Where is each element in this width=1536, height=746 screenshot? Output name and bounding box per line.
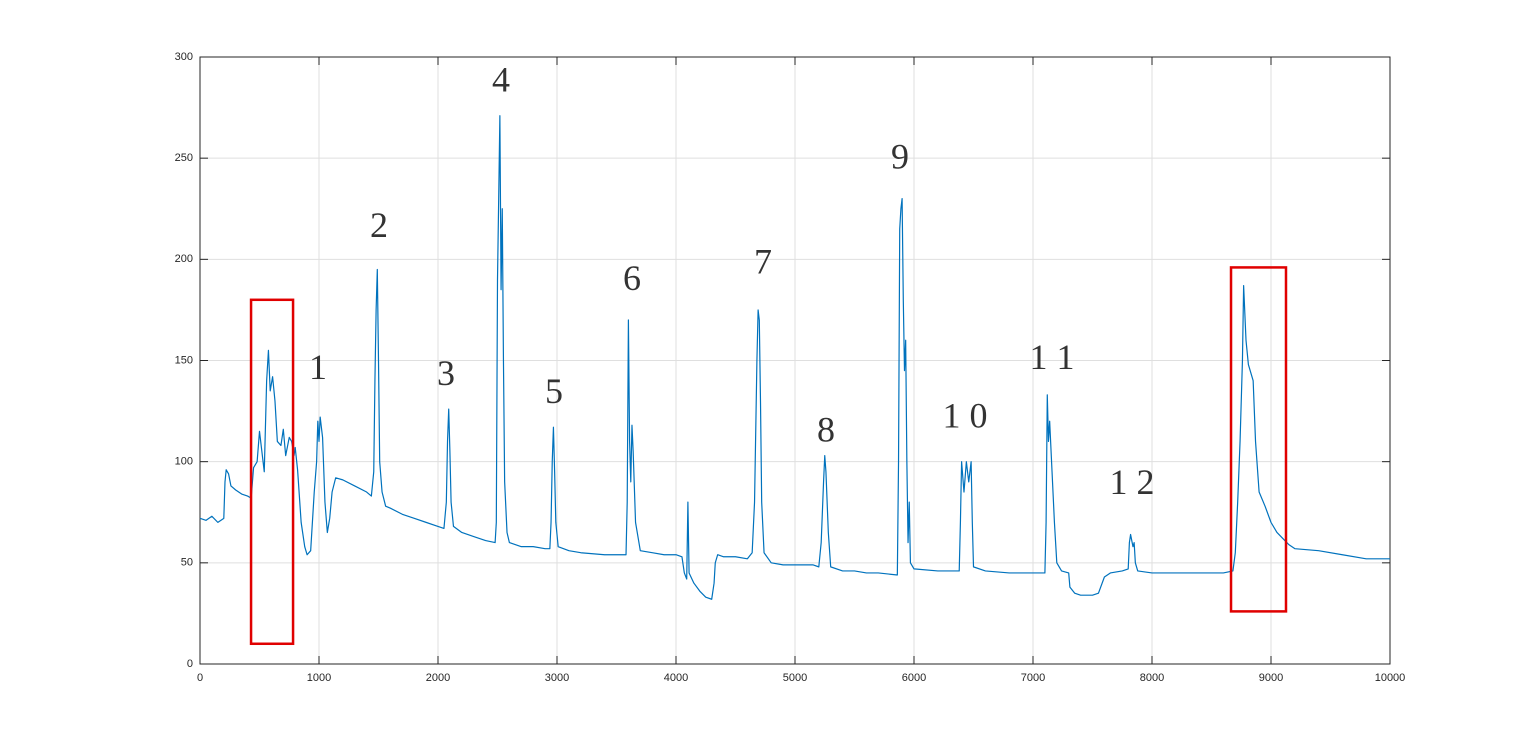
y-tick-label: 300	[175, 51, 193, 63]
peak-label: 2	[370, 205, 388, 245]
axes-frame	[199, 56, 1391, 665]
x-tick-label: 6000	[902, 672, 926, 684]
peak-label: 1 2	[1110, 462, 1155, 502]
highlight-box	[249, 298, 295, 646]
peak-label: 3	[437, 353, 455, 393]
x-tick-label: 2000	[426, 672, 450, 684]
y-tick-label: 250	[175, 152, 193, 164]
peak-label: 7	[754, 242, 772, 282]
y-tick-label: 100	[175, 456, 193, 468]
peak-label: 5	[545, 371, 563, 411]
x-tick-label: 5000	[783, 672, 807, 684]
x-tick-label: 3000	[545, 672, 569, 684]
x-tick-label: 4000	[664, 672, 688, 684]
y-tick-label: 200	[175, 253, 193, 265]
x-tick-label: 1000	[307, 672, 331, 684]
highlight-box	[1229, 266, 1288, 613]
peak-label: 9	[891, 136, 909, 176]
x-tick-label: 7000	[1021, 672, 1045, 684]
y-tick-label: 0	[187, 658, 193, 670]
x-tick-label: 10000	[1375, 672, 1406, 684]
peak-label: 1 0	[943, 395, 988, 435]
data-line	[199, 115, 1390, 600]
y-tick-label: 50	[181, 557, 193, 569]
x-tick-label: 8000	[1140, 672, 1164, 684]
peak-label: 1	[309, 347, 327, 387]
peak-label: 4	[492, 60, 510, 100]
x-tick-label: 0	[197, 672, 203, 684]
peak-label: 6	[623, 258, 641, 298]
peak-label: 8	[817, 410, 835, 450]
x-tick-label: 9000	[1259, 672, 1283, 684]
y-tick-label: 150	[175, 354, 193, 366]
peak-label: 1 1	[1030, 337, 1075, 377]
